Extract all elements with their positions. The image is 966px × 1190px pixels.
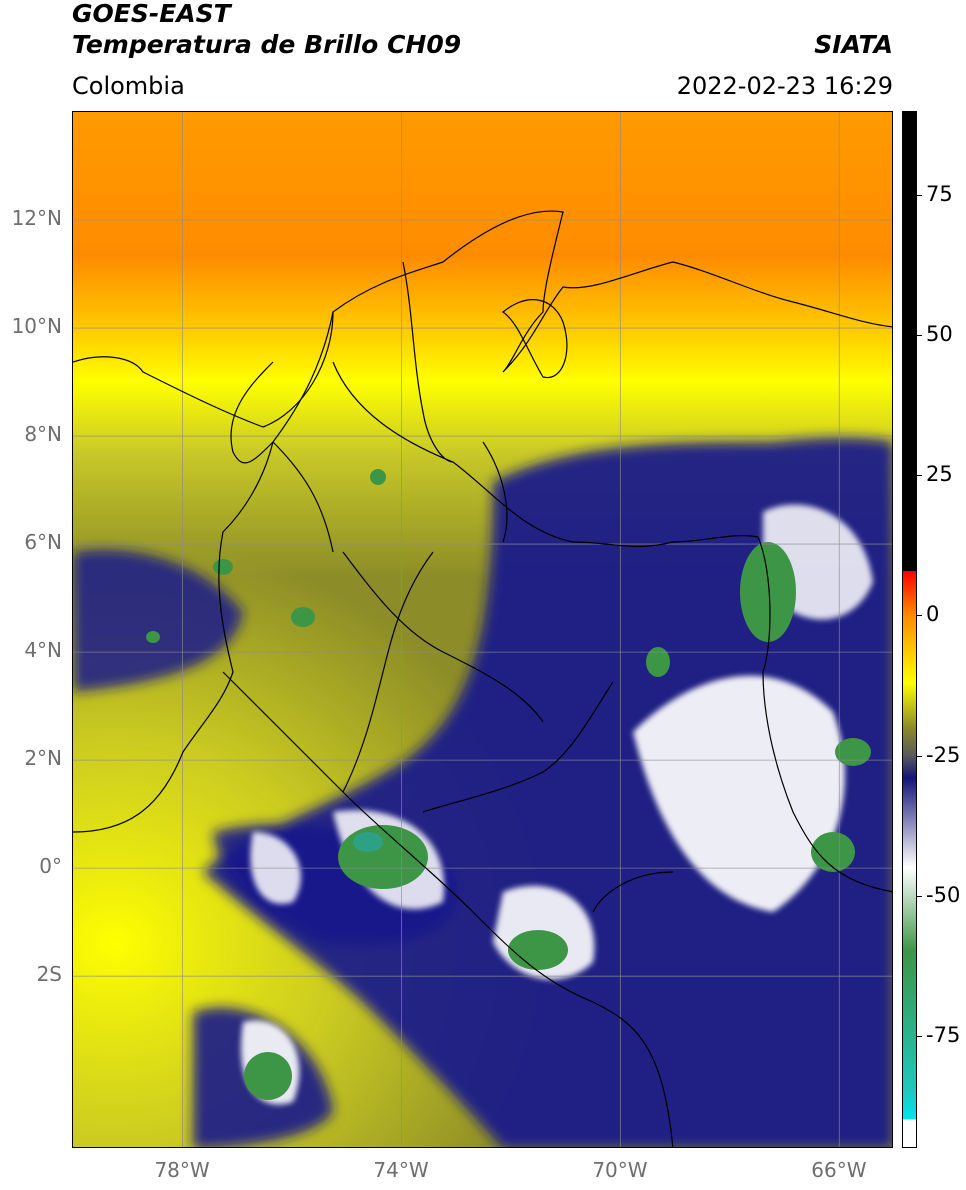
map-canvas xyxy=(73,112,892,1147)
colorbar-tick-label: 50 xyxy=(926,322,953,347)
latitude-tick-label: 0° xyxy=(39,854,62,879)
graticule xyxy=(73,112,892,1147)
colorbar-tick-mark xyxy=(917,195,922,197)
coastlines-and-borders xyxy=(73,210,892,1147)
colorbar-tick-mark xyxy=(917,1035,922,1037)
datetime-label: 2022-02-23 16:29 xyxy=(676,72,893,100)
colorbar-tick-label: 75 xyxy=(926,182,953,207)
colorbar-tick-mark xyxy=(917,895,922,897)
satellite-title: GOES-EAST xyxy=(72,0,231,28)
temperature-colorbar xyxy=(902,111,917,1148)
colorbar-tick-label: -50 xyxy=(926,882,961,907)
colorbar-tick-mark xyxy=(917,755,922,757)
colorbar-tick-label: 0 xyxy=(926,602,940,627)
longitude-tick-label: 70°W xyxy=(592,1158,648,1182)
source-label: SIATA xyxy=(814,30,893,59)
colorbar-tick-mark xyxy=(917,475,922,477)
latitude-tick-label: 4°N xyxy=(24,638,62,663)
longitude-tick-label: 78°W xyxy=(154,1158,210,1182)
colorbar-tick-label: -75 xyxy=(926,1022,961,1047)
colorbar-tick-label: 25 xyxy=(926,462,953,487)
brightness-temperature-map xyxy=(72,111,893,1148)
latitude-tick-label: 12°N xyxy=(11,206,62,231)
colorbar-tick-label: -25 xyxy=(926,742,961,767)
longitude-tick-label: 74°W xyxy=(373,1158,429,1182)
latitude-tick-label: 2°N xyxy=(24,746,62,771)
latitude-tick-label: 6°N xyxy=(24,530,62,555)
latitude-tick-label: 8°N xyxy=(24,422,62,447)
product-title: Temperatura de Brillo CH09 xyxy=(72,30,462,59)
latitude-tick-label: 2S xyxy=(36,962,62,987)
colorbar-tick-mark xyxy=(917,615,922,617)
latitude-tick-label: 10°N xyxy=(11,314,62,339)
longitude-tick-label: 66°W xyxy=(811,1158,867,1182)
region-label: Colombia xyxy=(72,72,185,100)
colorbar-tick-mark xyxy=(917,335,922,337)
coldest-cores xyxy=(146,469,871,1100)
